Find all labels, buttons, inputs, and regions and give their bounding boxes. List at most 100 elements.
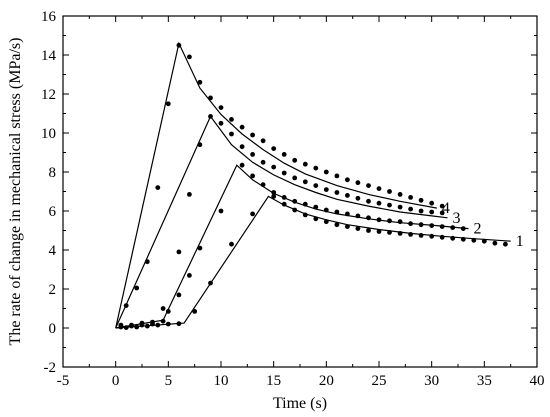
x-tick-label: 15	[266, 373, 281, 389]
data-point	[229, 131, 234, 137]
data-point	[187, 54, 192, 60]
data-point	[197, 245, 203, 251]
plot-frame	[62, 15, 538, 368]
data-point	[292, 207, 298, 213]
data-point	[345, 224, 350, 230]
data-point	[355, 195, 361, 201]
data-point	[408, 221, 413, 227]
data-point	[239, 144, 245, 150]
data-point	[271, 164, 277, 170]
data-point	[323, 207, 329, 213]
data-point	[302, 201, 308, 207]
data-point	[345, 177, 350, 183]
series-label-3: 3	[453, 210, 461, 227]
series-1: 1	[115, 194, 524, 330]
data-point	[481, 238, 487, 244]
data-point	[239, 162, 245, 168]
data-point	[376, 229, 382, 234]
y-tick-label: 2	[49, 282, 57, 298]
data-point	[408, 195, 413, 200]
data-point	[218, 120, 224, 126]
x-tick-label: 30	[424, 373, 439, 389]
data-point	[150, 319, 155, 325]
data-point	[208, 280, 213, 286]
data-point	[250, 173, 256, 179]
y-tick-label: 6	[49, 204, 57, 220]
data-point	[176, 42, 182, 48]
data-point	[144, 323, 150, 329]
data-point	[355, 180, 361, 186]
x-axis-ticks: -5 0 5 10 15 20 25 30 35 40	[57, 16, 545, 389]
data-point	[387, 202, 392, 208]
data-point	[281, 201, 287, 207]
series-line-4	[115, 41, 438, 329]
data-point	[366, 198, 371, 204]
data-point	[429, 209, 435, 215]
data-point	[229, 117, 234, 122]
data-point	[408, 232, 413, 237]
data-point	[334, 190, 340, 195]
data-point	[292, 157, 298, 163]
data-point	[197, 79, 203, 85]
x-tick-label: 25	[372, 373, 387, 389]
data-point	[366, 183, 371, 189]
data-point	[471, 237, 477, 243]
data-point	[302, 161, 308, 167]
series-line-2	[115, 164, 469, 329]
data-point	[323, 219, 329, 225]
data-point	[503, 241, 508, 247]
x-tick-label: 0	[112, 373, 120, 389]
data-point	[418, 197, 424, 203]
data-point	[439, 203, 445, 209]
data-point	[450, 235, 456, 241]
data-point	[176, 249, 182, 255]
x-tick-label: 20	[319, 373, 334, 389]
data-point	[418, 233, 424, 238]
data-point	[208, 95, 213, 101]
data-point	[334, 222, 340, 228]
y-tick-label: 10	[41, 126, 56, 142]
data-point	[345, 211, 350, 217]
data-point	[334, 173, 340, 179]
data-point	[313, 165, 319, 171]
series-2: 2	[115, 162, 482, 330]
data-point	[118, 322, 124, 328]
data-point	[281, 170, 287, 176]
data-point	[397, 219, 403, 225]
data-point	[418, 208, 424, 214]
data-point	[292, 175, 298, 181]
series-label-1: 1	[516, 233, 524, 250]
data-point	[397, 192, 403, 197]
data-point	[418, 222, 424, 228]
data-point	[323, 169, 329, 175]
data-point	[323, 187, 329, 193]
data-point	[144, 259, 150, 265]
data-point	[313, 204, 319, 210]
series-3: 3	[115, 114, 461, 329]
data-point	[345, 193, 350, 198]
y-tick-label: 12	[41, 87, 56, 103]
data-point	[397, 204, 403, 210]
data-point	[129, 322, 134, 328]
data-point	[439, 210, 445, 216]
x-tick-label: 10	[214, 373, 229, 389]
data-point	[250, 132, 256, 138]
data-point	[260, 138, 266, 144]
series-line-1	[115, 195, 511, 329]
data-point	[155, 185, 161, 191]
x-tick-label: 35	[477, 373, 492, 389]
data-point	[260, 182, 266, 188]
data-point	[165, 101, 171, 107]
data-point	[460, 226, 466, 232]
data-point	[271, 146, 277, 152]
data-point	[334, 209, 340, 215]
data-point	[281, 195, 287, 200]
data-point	[397, 231, 403, 236]
data-point	[376, 186, 382, 192]
data-point	[302, 179, 308, 185]
data-point	[229, 241, 234, 247]
y-tick-label: 8	[49, 165, 57, 181]
data-point	[376, 200, 382, 206]
data-point	[139, 320, 145, 326]
